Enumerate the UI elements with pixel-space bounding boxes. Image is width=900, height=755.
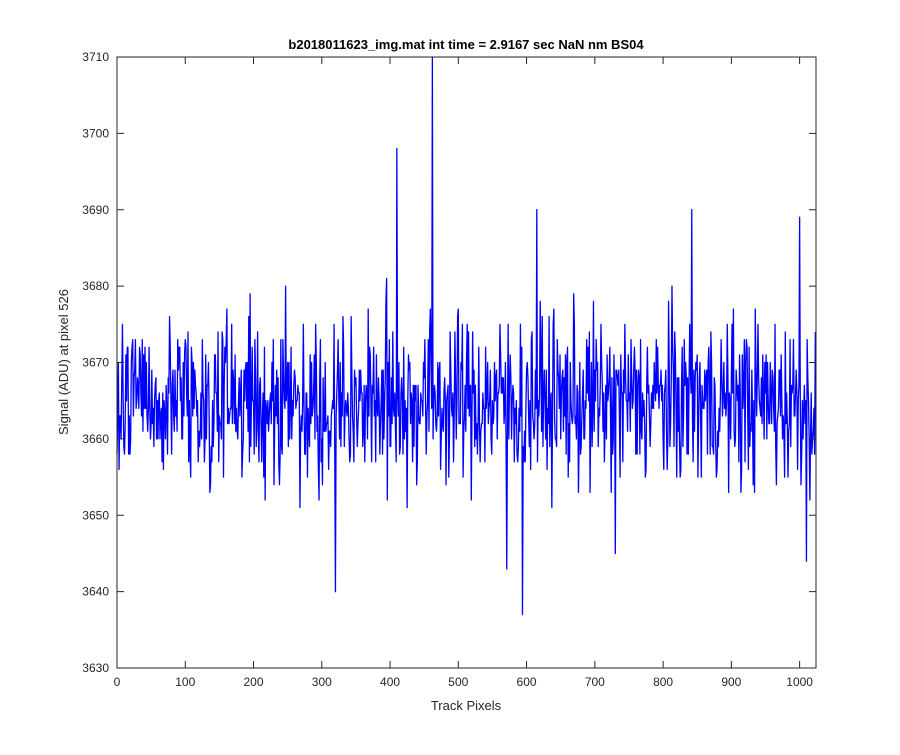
y-axis-label: Signal (ADU) at pixel 526 [56, 289, 71, 435]
x-tick-label: 800 [653, 675, 673, 689]
x-tick-label: 100 [175, 675, 195, 689]
x-tick-label: 700 [585, 675, 605, 689]
x-axis-ticks: 0 100 200 300 400 500 600 700 800 900 1000 [114, 57, 813, 689]
series-layer [116, 56, 816, 616]
x-tick-label: 300 [312, 675, 332, 689]
y-tick-label: 3640 [82, 585, 109, 599]
x-tick-label: 0 [114, 675, 121, 689]
x-tick-label: 900 [721, 675, 741, 689]
signal-series-line [116, 56, 816, 616]
y-tick-label: 3660 [82, 432, 109, 446]
y-tick-label: 3690 [82, 203, 109, 217]
y-tick-label: 3700 [82, 126, 109, 140]
spike-point [614, 552, 616, 555]
x-tick-label: 400 [380, 675, 400, 689]
spike-point [691, 209, 693, 211]
x-tick-label: 1000 [786, 675, 813, 689]
x-tick-label: 500 [448, 675, 468, 689]
spike-point [805, 560, 808, 562]
spike-point [396, 148, 398, 150]
x-tick-label: 200 [244, 675, 264, 689]
spike-point [536, 209, 538, 211]
spike-point [799, 216, 801, 218]
x-axis-label: Track Pixels [431, 698, 502, 713]
x-tick-label: 600 [517, 675, 537, 689]
chart-title: b2018011623_img.mat int time = 2.9167 se… [288, 37, 644, 52]
y-tick-label: 3650 [82, 508, 109, 522]
y-tick-label: 3670 [82, 356, 109, 370]
y-axis-ticks: 3630 3640 3650 3660 3670 3680 3690 3700 3710 [82, 50, 816, 675]
spike-point [521, 613, 524, 616]
y-tick-label: 3630 [82, 661, 109, 675]
y-tick-label: 3710 [82, 50, 109, 64]
spike-point [334, 591, 337, 593]
spike-point [506, 568, 508, 570]
y-tick-label: 3680 [82, 279, 109, 293]
